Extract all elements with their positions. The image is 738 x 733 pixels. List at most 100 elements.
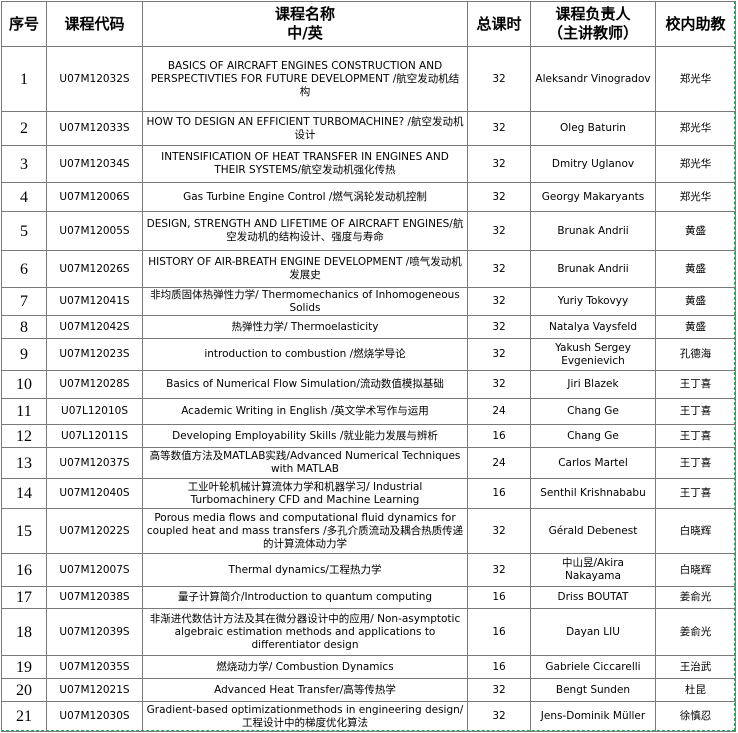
serial-number: 1 <box>1 46 47 112</box>
serial-number: 11 <box>1 398 47 425</box>
course-row: 5 U07M12005S DESIGN, STRENGTH AND LIFETIME… <box>1 211 736 251</box>
course-row: 19 U07M12035S 燃烧动力学/ Combustion Dynamics 16… <box>1 655 736 679</box>
header-text: 课程负责人 <box>555 5 631 23</box>
total-hours: 32 <box>467 182 531 212</box>
header-text: 中/英 <box>287 24 323 42</box>
total-hours: 32 <box>467 211 531 251</box>
course-code: U07M12021S <box>46 678 143 702</box>
total-hours: 16 <box>467 586 531 609</box>
serial-number: 4 <box>1 182 47 212</box>
course-name: 非均质固体热弹性力学/ Thermomechanics of Inhomogen… <box>142 287 468 316</box>
lead-teacher: Bengt Sunden <box>530 678 656 702</box>
course-code: U07M12032S <box>46 46 143 112</box>
header-text: 校内助教 <box>665 14 726 33</box>
lead-teacher: Senthil Krishnababu <box>530 478 656 509</box>
teaching-assistant: 郑光华 <box>655 182 736 212</box>
course-row: 7 U07M12041S 非均质固体热弹性力学/ Thermomechanics o… <box>1 287 736 316</box>
lead-teacher: Driss BOUTAT <box>530 586 656 609</box>
total-hours: 24 <box>467 398 531 425</box>
course-name: 燃烧动力学/ Combustion Dynamics <box>142 655 468 679</box>
course-row: 12 U07L12011S Developing Employability Ski… <box>1 424 736 448</box>
course-row: 17 U07M12038S 量子计算简介/Introduction to quant… <box>1 586 736 609</box>
course-code: U07M12007S <box>46 553 143 587</box>
header-text: （主讲教师） <box>547 24 638 42</box>
header-cell: 课程名称 中/英 <box>142 1 468 47</box>
total-hours: 16 <box>467 608 531 656</box>
teaching-assistant: 姜俞光 <box>655 586 736 609</box>
header-text: 序号 <box>8 14 39 33</box>
serial-number: 9 <box>1 338 47 371</box>
header-cell: 课程代码 <box>46 1 143 47</box>
serial-number: 8 <box>1 315 47 339</box>
serial-number: 7 <box>1 287 47 316</box>
total-hours: 32 <box>467 338 531 371</box>
course-row: 10 U07M12028S Basics of Numerical Flow Sim… <box>1 370 736 399</box>
course-name: 高等数值方法及MATLAB实践/Advanced Numerical Techn… <box>142 447 468 479</box>
course-name: Gas Turbine Engine Control /燃气涡轮发动机控制 <box>142 182 468 212</box>
course-name: Basics of Numerical Flow Simulation/流动数值… <box>142 370 468 399</box>
course-code: U07M12023S <box>46 338 143 371</box>
total-hours: 16 <box>467 478 531 509</box>
serial-number: 20 <box>1 678 47 702</box>
total-hours: 16 <box>467 655 531 679</box>
total-hours: 32 <box>467 553 531 587</box>
course-row: 20 U07M12021S Advanced Heat Transfer/高等传热学… <box>1 678 736 702</box>
course-row: 13 U07M12037S 高等数值方法及MATLAB实践/Advanced Num… <box>1 447 736 479</box>
lead-teacher: Chang Ge <box>530 398 656 425</box>
course-name: Advanced Heat Transfer/高等传热学 <box>142 678 468 702</box>
teaching-assistant: 王治武 <box>655 655 736 679</box>
course-row: 11 U07L12010S Academic Writing in English … <box>1 398 736 425</box>
course-code: U07M12042S <box>46 315 143 339</box>
course-name: Academic Writing in English /英文学术写作与运用 <box>142 398 468 425</box>
lead-teacher: Carlos Martel <box>530 447 656 479</box>
course-name: introduction to combustion /燃烧学导论 <box>142 338 468 371</box>
teaching-assistant: 王丁喜 <box>655 424 736 448</box>
course-name: Porous media flows and computational flu… <box>142 508 468 554</box>
teaching-assistant: 黄盛 <box>655 211 736 251</box>
total-hours: 32 <box>467 678 531 702</box>
total-hours: 32 <box>467 145 531 183</box>
course-code: U07M12033S <box>46 111 143 146</box>
course-name: HOW TO DESIGN AN EFFICIENT TURBOMACHINE?… <box>142 111 468 146</box>
lead-teacher: Brunak Andrii <box>530 211 656 251</box>
course-row: 6 U07M12026S HISTORY OF AIR-BREATH ENGINE … <box>1 250 736 288</box>
course-code: U07M12037S <box>46 447 143 479</box>
total-hours: 32 <box>467 287 531 316</box>
course-row: 21 U07M12030S Gradient-based optimizationm… <box>1 701 736 732</box>
serial-number: 2 <box>1 111 47 146</box>
course-row: 16 U07M12007S Thermal dynamics/工程热力学 32 中山昱/… <box>1 553 736 587</box>
teaching-assistant: 白晓辉 <box>655 508 736 554</box>
header-text: 课程名称 <box>274 5 335 23</box>
total-hours: 32 <box>467 111 531 146</box>
header-cell: 总课时 <box>467 1 531 47</box>
teaching-assistant: 黄盛 <box>655 315 736 339</box>
course-code: U07M12034S <box>46 145 143 183</box>
course-code: U07M12022S <box>46 508 143 554</box>
header-text: 总课时 <box>476 14 522 33</box>
course-name: Developing Employability Skills /就业能力发展与… <box>142 424 468 448</box>
total-hours: 32 <box>467 46 531 112</box>
total-hours: 32 <box>467 701 531 732</box>
course-code: U07L12010S <box>46 398 143 425</box>
course-code: U07M12026S <box>46 250 143 288</box>
lead-teacher: Brunak Andrii <box>530 250 656 288</box>
teaching-assistant: 王丁喜 <box>655 447 736 479</box>
serial-number: 13 <box>1 447 47 479</box>
lead-teacher: Yuriy Tokovyy <box>530 287 656 316</box>
serial-number: 18 <box>1 608 47 656</box>
total-hours: 32 <box>467 250 531 288</box>
total-hours: 24 <box>467 447 531 479</box>
course-row: 9 U07M12023S introduction to combustion /燃… <box>1 338 736 371</box>
serial-number: 6 <box>1 250 47 288</box>
lead-teacher: Gabriele Ciccarelli <box>530 655 656 679</box>
header-row: 序号 课程代码 课程名称 中/英 总课时 课程负责人 （主讲教师） 校内助教 <box>1 1 736 47</box>
course-row: 18 U07M12039S 非渐进代数估计方法及其在微分器设计中的应用/ Non-a… <box>1 608 736 656</box>
total-hours: 32 <box>467 315 531 339</box>
course-code: U07M12006S <box>46 182 143 212</box>
teaching-assistant: 孔德海 <box>655 338 736 371</box>
lead-teacher: Oleg Baturin <box>530 111 656 146</box>
teaching-assistant: 姜俞光 <box>655 608 736 656</box>
course-name: DESIGN, STRENGTH AND LIFETIME OF AIRCRAF… <box>142 211 468 251</box>
course-code: U07M12038S <box>46 586 143 609</box>
course-code: U07M12030S <box>46 701 143 732</box>
